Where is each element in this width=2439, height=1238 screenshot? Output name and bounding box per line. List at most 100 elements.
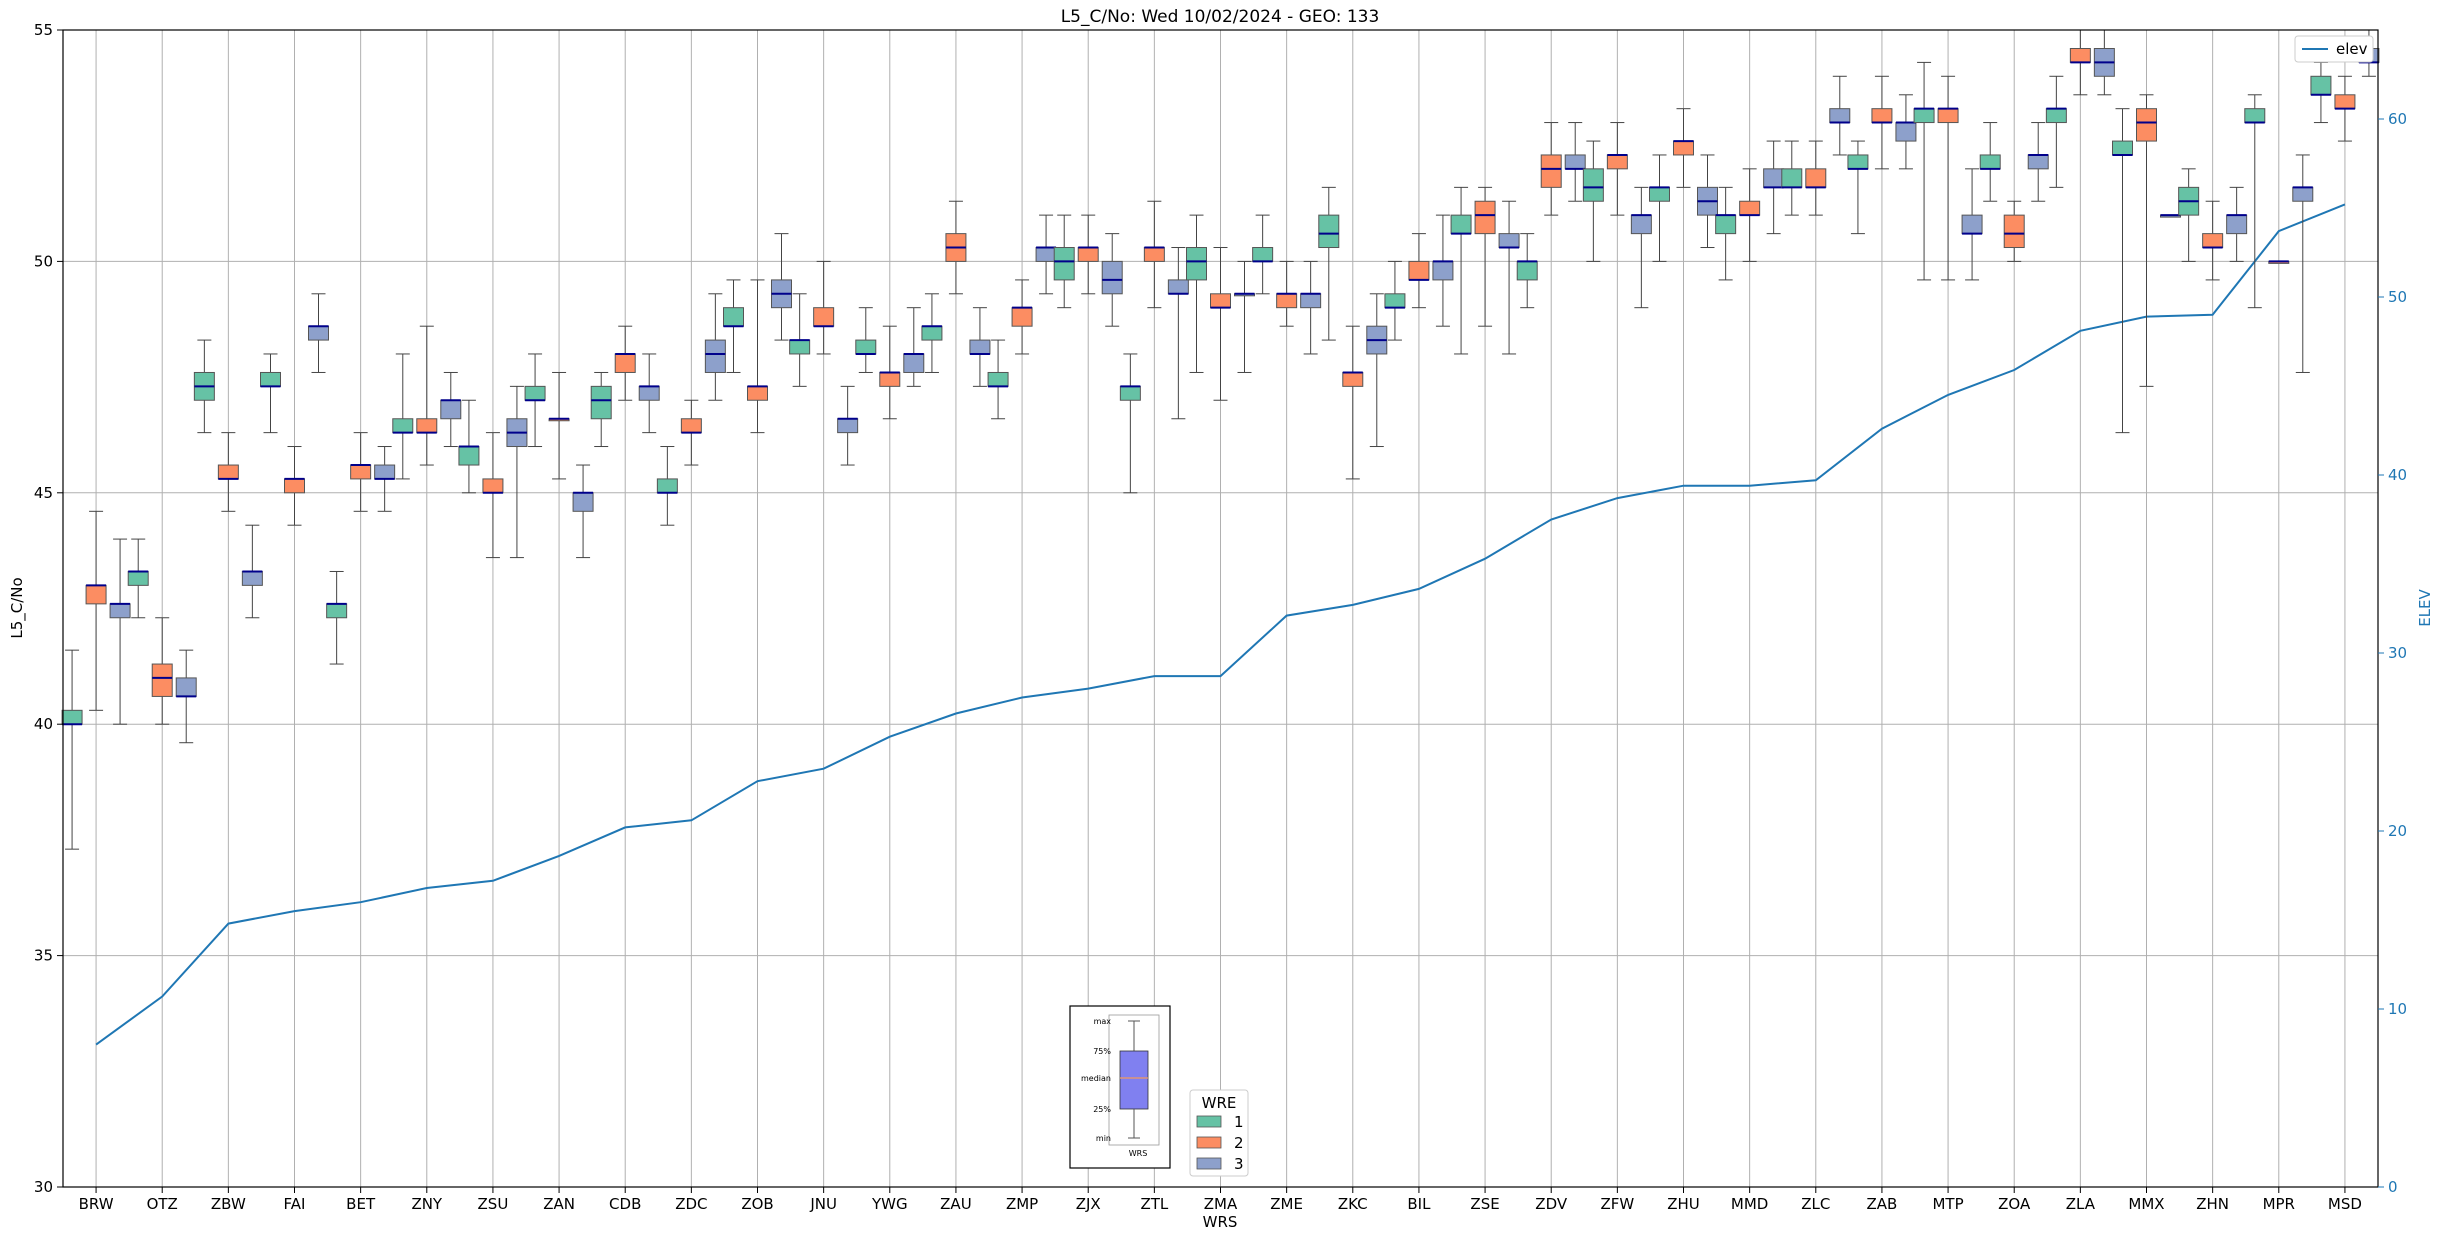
box-wre-3	[506, 385, 528, 559]
iqr-box	[1384, 293, 1406, 309]
iqr-box	[326, 603, 348, 619]
x-tick-label: JNU	[809, 1195, 837, 1213]
box-wre-1	[1516, 233, 1538, 309]
box-wre-2	[548, 371, 570, 480]
iqr-box	[440, 399, 462, 420]
box-key-label-q1: 25%	[1093, 1105, 1111, 1114]
iqr-box	[284, 478, 305, 494]
box-wre-1	[1318, 186, 1340, 341]
x-axis-title: WRS	[1203, 1213, 1238, 1231]
box-wre-2	[2334, 75, 2356, 142]
box-wre-3	[638, 353, 660, 434]
box-wre-2	[2136, 94, 2157, 387]
box-wre-2	[1408, 233, 1430, 309]
iqr-box	[572, 492, 594, 512]
box-wre-3	[1630, 186, 1652, 309]
wre-legend-swatch-2	[1196, 1136, 1222, 1149]
box-wre-3	[1234, 260, 1255, 373]
iqr-box	[1186, 247, 1207, 281]
box-wre-1	[2244, 94, 2266, 309]
iqr-box	[1300, 293, 1322, 309]
iqr-box	[1167, 279, 1189, 295]
box-wre-1	[789, 293, 811, 387]
iqr-box	[1673, 140, 1694, 156]
box-wre-1	[1781, 140, 1803, 216]
iqr-box	[1516, 260, 1538, 281]
box-wre-3	[969, 307, 991, 387]
iqr-box	[61, 709, 83, 725]
iqr-box	[723, 307, 744, 327]
iqr-box	[680, 418, 702, 434]
box-wre-1	[193, 339, 215, 434]
iqr-box	[2112, 140, 2133, 156]
iqr-box	[1143, 247, 1165, 262]
iqr-box	[1649, 186, 1670, 202]
iqr-box	[1871, 108, 1893, 124]
x-tick-label: ZAU	[940, 1195, 972, 1213]
x-tick-label: ZLC	[1801, 1195, 1830, 1213]
elev-legend-label: elev	[2336, 40, 2368, 58]
y-axis-title: L5_C/No	[8, 577, 27, 638]
y2-axis-ticks: 0 10 20 30 40 50 60	[2378, 110, 2407, 1196]
box-wre-1	[2112, 108, 2133, 434]
box-wre-3	[109, 538, 131, 725]
box-wre-2	[85, 510, 107, 711]
x-tick-label: BET	[346, 1195, 376, 1213]
box-wre-2	[1276, 260, 1298, 327]
box-key-xlabel: WRS	[1129, 1149, 1148, 1158]
iqr-box	[1913, 108, 1935, 124]
box-wre-3	[2226, 186, 2248, 262]
iqr-box	[903, 353, 925, 373]
iqr-box	[813, 307, 835, 327]
iqr-box	[1739, 200, 1761, 216]
iqr-box	[2226, 214, 2248, 235]
box-wre-2	[879, 325, 901, 420]
box-wre-3	[1697, 154, 1718, 249]
box-wre-2	[1937, 75, 1959, 281]
box-wre-2	[1342, 325, 1364, 480]
box-wre-1	[392, 353, 414, 480]
iqr-box	[2003, 214, 2025, 249]
iqr-box	[2136, 108, 2157, 142]
box-wre-3	[374, 446, 396, 512]
iqr-box	[2334, 94, 2356, 110]
iqr-box	[1630, 214, 1652, 235]
iqr-box	[1763, 168, 1785, 188]
box-wre-2	[945, 200, 967, 295]
box-wre-1	[1582, 140, 1604, 262]
box-wre-1	[2045, 75, 2067, 188]
x-tick-label: ZMP	[1006, 1195, 1038, 1213]
box-wre-1	[1450, 186, 1472, 355]
iqr-box	[969, 339, 991, 355]
y-tick-label: 45	[34, 484, 53, 502]
box-wre-2	[680, 399, 702, 466]
elev-line	[95, 203, 2346, 1046]
iqr-box	[1342, 371, 1364, 387]
iqr-box	[2292, 186, 2314, 202]
box-plot-key: max 75% median 25% min WRS	[1069, 1005, 1171, 1169]
y2-tick-label: 50	[2388, 288, 2407, 306]
box-wre-2	[1210, 247, 1231, 401]
box-wre-1	[1979, 122, 2001, 202]
x-tick-label: ZDC	[675, 1195, 707, 1213]
box-wre-1	[458, 399, 480, 494]
box-wre-3	[1300, 260, 1322, 355]
iqr-box	[1564, 154, 1586, 170]
box-wre-1	[1053, 214, 1075, 309]
iqr-box	[151, 663, 173, 697]
iqr-box	[656, 478, 678, 494]
iqr-box	[1035, 247, 1057, 262]
iqr-box	[1961, 214, 1983, 235]
box-wre-3	[241, 524, 263, 619]
box-wre-2	[1143, 200, 1165, 309]
y-tick-label: 30	[34, 1178, 53, 1196]
x-tick-label: ZAN	[543, 1195, 575, 1213]
x-tick-label: MTP	[1932, 1195, 1963, 1213]
wre-legend-swatch-1	[1196, 1115, 1222, 1128]
box-wre-3	[1829, 75, 1851, 156]
x-tick-label: ZME	[1270, 1195, 1303, 1213]
iqr-box	[879, 371, 901, 387]
x-tick-label: ZAB	[1867, 1195, 1898, 1213]
box-wre-3	[704, 293, 726, 401]
